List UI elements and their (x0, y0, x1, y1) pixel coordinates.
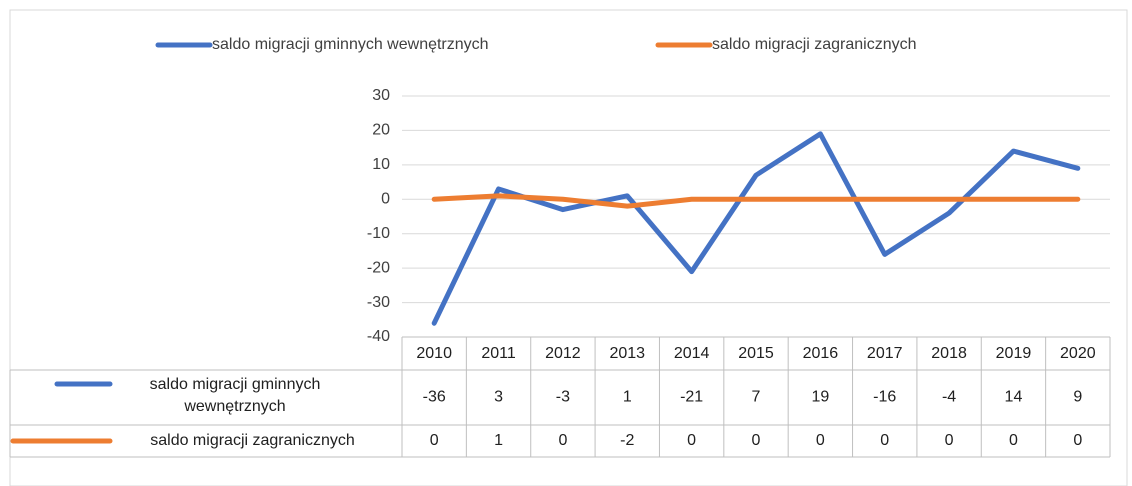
x-tick-label: 2018 (931, 345, 967, 362)
table-value: 0 (687, 432, 696, 449)
table-value: -21 (680, 389, 703, 406)
table-value: 0 (752, 432, 761, 449)
table-value: 14 (1005, 389, 1023, 406)
y-tick-label: -10 (367, 225, 390, 242)
x-tick-label: 2014 (674, 345, 710, 362)
table-value: -36 (423, 389, 446, 406)
x-tick-label: 2011 (481, 345, 516, 362)
table-value: 9 (1073, 389, 1082, 406)
series-line (431, 193, 1081, 209)
x-tick-label: 2012 (545, 345, 581, 362)
table-value: 1 (494, 432, 503, 449)
x-tick-label: 2016 (803, 345, 839, 362)
x-tick-label: 2020 (1060, 345, 1096, 362)
x-tick-label: 2013 (609, 345, 645, 362)
legend-label: saldo migracji gminnych wewnętrznych (212, 36, 489, 53)
table-value: 0 (816, 432, 825, 449)
y-tick-label: -40 (367, 328, 390, 345)
y-tick-label: 0 (381, 191, 390, 208)
table-value: 0 (880, 432, 889, 449)
x-tick-label: 2010 (416, 345, 452, 362)
x-tick-label: 2019 (996, 345, 1032, 362)
table-value: 3 (494, 389, 503, 406)
table-value: 0 (945, 432, 954, 449)
table-value: 0 (1073, 432, 1082, 449)
table-value: 0 (558, 432, 567, 449)
table-value: 1 (623, 389, 632, 406)
y-tick-label: -20 (367, 259, 390, 276)
y-tick-label: 20 (372, 122, 390, 139)
table-value: -16 (873, 389, 896, 406)
table-value: -3 (556, 389, 570, 406)
y-tick-label: 30 (372, 87, 390, 104)
y-tick-label: -30 (367, 294, 390, 311)
table-value: 0 (430, 432, 439, 449)
table-value: 19 (811, 389, 829, 406)
table-row-label: saldo migracji zagranicznych (150, 432, 355, 449)
legend-label: saldo migracji zagranicznych (712, 36, 917, 53)
table-value: 0 (1009, 432, 1018, 449)
table-value: -4 (942, 389, 956, 406)
y-tick-label: 10 (372, 156, 390, 173)
series-line (431, 131, 1081, 326)
chart-frame (9, 9, 1128, 486)
x-tick-label: 2015 (738, 345, 774, 362)
table-value: -2 (620, 432, 634, 449)
table-row-label: saldo migracji gminnych wewnętrznych (149, 376, 321, 415)
table-value: 7 (752, 389, 761, 406)
x-tick-label: 2017 (867, 345, 903, 362)
